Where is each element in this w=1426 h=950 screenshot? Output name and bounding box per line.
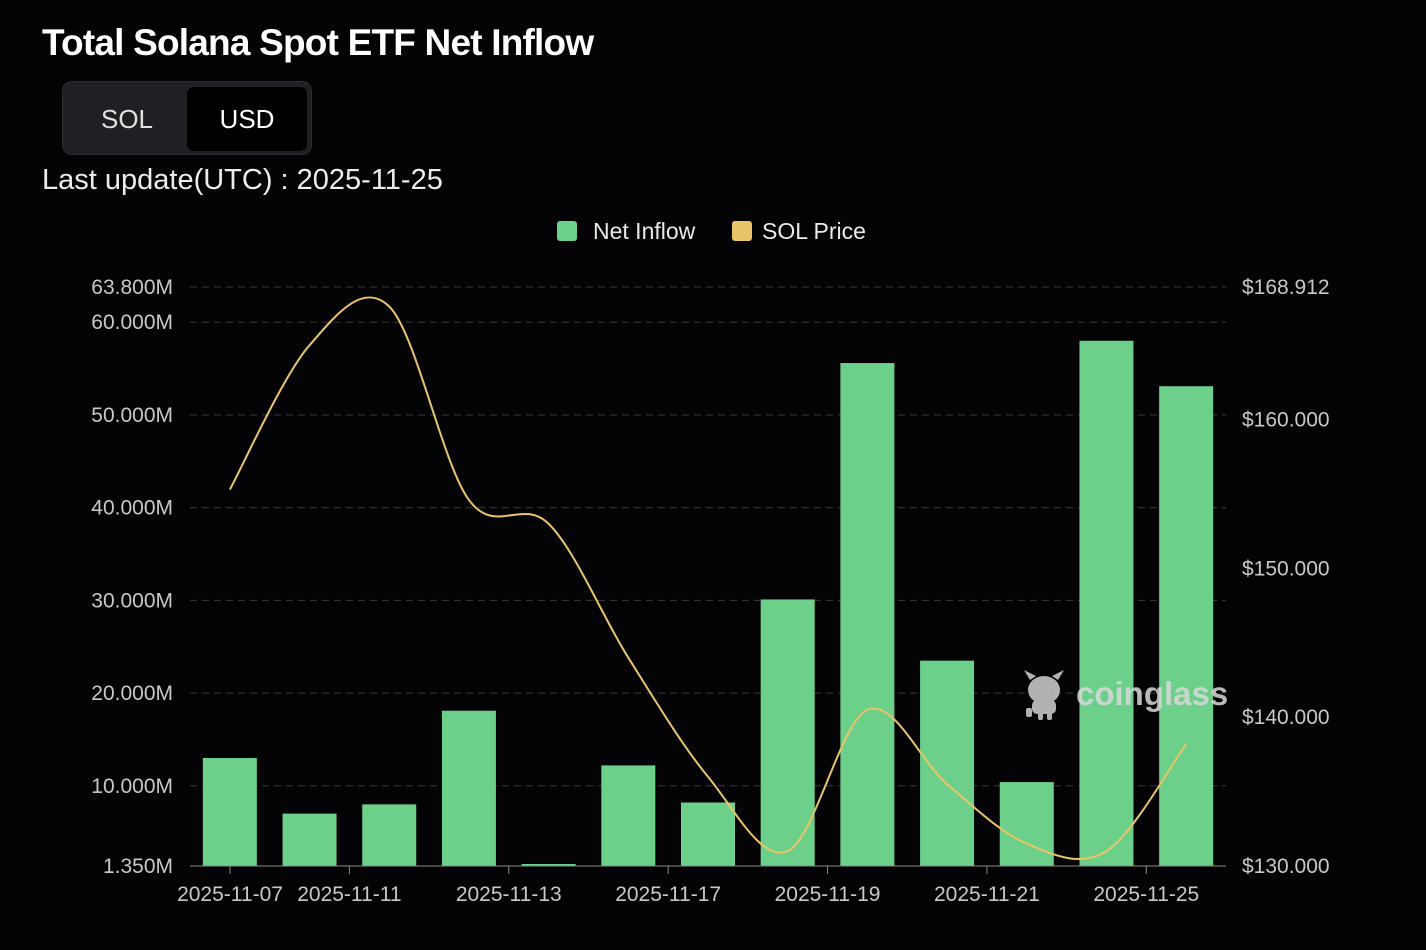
y-left-tick-label: 50.000M (91, 404, 173, 427)
usd-toggle-button[interactable]: USD (187, 87, 307, 151)
sol-price-line[interactable] (228, 296, 1187, 860)
x-tick-label: 2025-11-19 (775, 883, 881, 906)
net-inflow-bar[interactable] (202, 757, 257, 866)
y-left-tick-label: 1.350M (103, 855, 173, 878)
unit-toggle: SOL USD (62, 81, 312, 155)
y-left-tick-label: 60.000M (91, 311, 173, 334)
legend-swatch-sol-price[interactable] (732, 221, 752, 241)
y-left-tick-label: 20.000M (91, 682, 173, 705)
x-tick-label: 2025-11-11 (297, 883, 401, 906)
net-inflow-bar[interactable] (760, 599, 815, 866)
y-right-tick-label: $140.000 (1242, 706, 1330, 729)
coinglass-logo-icon (1024, 670, 1064, 720)
coinglass-watermark: coinglass (1024, 670, 1228, 720)
net-inflow-bar[interactable] (282, 813, 337, 866)
legend-swatch-net-inflow[interactable] (557, 221, 577, 241)
x-tick-label: 2025-11-13 (456, 883, 562, 906)
chart-title: Total Solana Spot ETF Net Inflow (42, 22, 594, 63)
net-inflow-bar[interactable] (521, 864, 576, 866)
y-right-tick-label: $160.000 (1242, 409, 1330, 432)
x-tick-label: 2025-11-17 (615, 883, 721, 906)
x-tick-label: 2025-11-07 (177, 883, 283, 906)
legend-label-sol-price[interactable]: SOL Price (762, 218, 866, 244)
net-inflow-bar[interactable] (840, 363, 895, 866)
y-left-tick-label: 30.000M (91, 589, 173, 612)
y-right-tick-label: $130.000 (1242, 855, 1330, 878)
y-left-tick-label: 10.000M (91, 775, 173, 798)
y-left-tick-label: 63.800M (91, 276, 173, 299)
watermark-text: coinglass (1076, 675, 1228, 712)
net-inflow-bar[interactable] (681, 802, 735, 866)
x-tick-label: 2025-11-21 (934, 883, 1040, 906)
y-left-tick-label: 40.000M (91, 497, 173, 520)
net-inflow-bar[interactable] (1159, 386, 1214, 866)
legend-label-net-inflow[interactable]: Net Inflow (593, 218, 696, 244)
last-update-text: Last update(UTC) : 2025-11-25 (42, 164, 443, 196)
net-inflow-bar[interactable] (362, 804, 417, 866)
x-tick-label: 2025-11-25 (1093, 883, 1199, 906)
net-inflow-bar[interactable] (601, 765, 656, 866)
sol-toggle-button[interactable]: SOL (100, 103, 154, 134)
net-inflow-bar[interactable] (1079, 340, 1134, 866)
net-inflow-bar[interactable] (999, 782, 1054, 866)
y-right-tick-label: $150.000 (1242, 557, 1330, 580)
net-inflow-bar[interactable] (441, 710, 496, 866)
y-right-tick-label: $168.912 (1242, 276, 1330, 299)
